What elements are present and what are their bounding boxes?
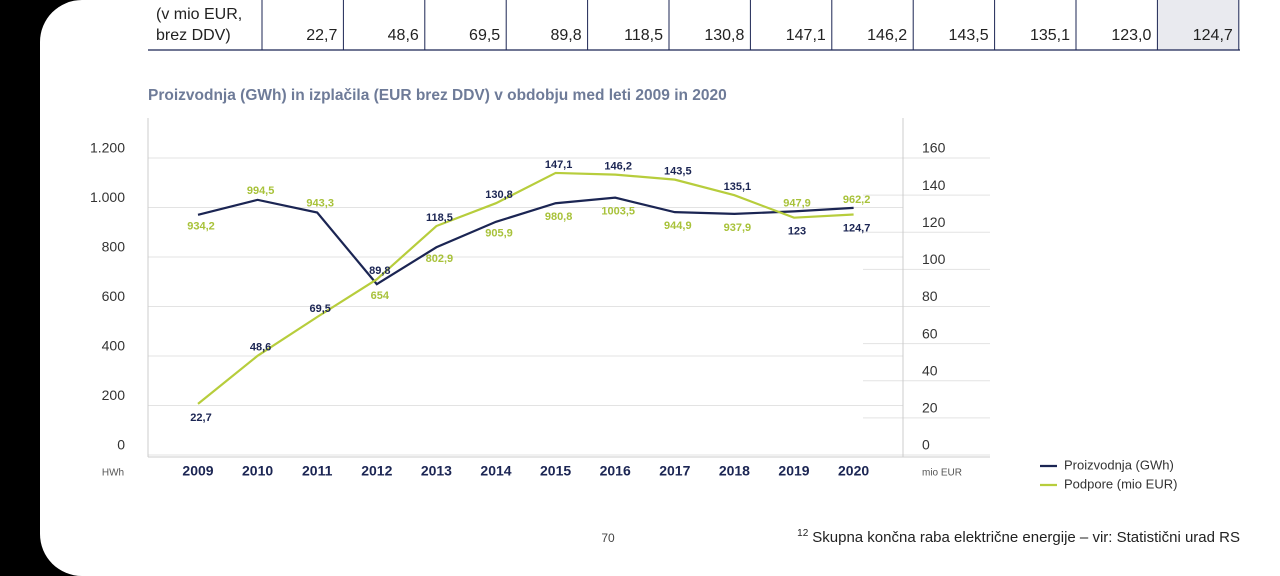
- legend-label: Podpore (mio EUR): [1064, 476, 1177, 491]
- page-number: 70: [601, 531, 615, 545]
- data-label: 22,7: [190, 412, 211, 424]
- chart-title: Proizvodnja (GWh) in izplačila (EUR brez…: [148, 87, 727, 104]
- y-unit: HWh: [102, 468, 124, 479]
- x-tick-label: 2013: [421, 463, 452, 479]
- table-cell: 118,5: [624, 27, 663, 44]
- x-tick-label: 2010: [242, 463, 273, 479]
- x-tick-label: 2019: [778, 463, 809, 479]
- row-label: brez DDV): [156, 27, 231, 44]
- y-tick-label: 400: [102, 338, 126, 354]
- data-label: 146,2: [604, 161, 632, 173]
- data-label: 947,9: [783, 197, 811, 209]
- data-label: 980,8: [545, 211, 573, 223]
- table-cell: 48,6: [388, 27, 419, 44]
- table-cell: 22,7: [306, 27, 337, 44]
- legend-label: Proizvodnja (GWh): [1064, 457, 1174, 472]
- table-cell: 147,1: [786, 27, 826, 44]
- data-line: [197, 171, 854, 405]
- x-tick-label: 2020: [838, 463, 869, 479]
- y2-tick-label: 20: [922, 400, 938, 416]
- table-cell: 69,5: [469, 27, 500, 44]
- table-cell: 123,0: [1111, 27, 1151, 44]
- y2-tick-label: 80: [922, 288, 938, 304]
- data-label: 962,2: [843, 194, 871, 206]
- data-label: 123: [788, 226, 806, 238]
- data-label: 905,9: [485, 228, 513, 240]
- data-label: 89,8: [369, 265, 390, 277]
- data-label: 147,1: [545, 159, 573, 171]
- x-tick-label: 2015: [540, 463, 571, 479]
- footnote-text: Skupna končna raba električne energije –…: [812, 529, 1240, 546]
- data-label: 124,7: [843, 222, 871, 234]
- y2-tick-label: 140: [922, 177, 946, 193]
- y-tick-label: 1.000: [90, 189, 125, 205]
- footnote-marker: 12: [797, 528, 809, 539]
- data-label: 118,5: [426, 212, 453, 224]
- y-tick-label: 1.200: [90, 140, 125, 156]
- document-page: [40, 0, 1280, 576]
- data-label: 48,6: [250, 342, 271, 354]
- y2-tick-label: 0: [922, 437, 930, 453]
- table-cell: 130,8: [704, 27, 744, 44]
- data-label: 944,9: [664, 220, 692, 232]
- data-label: 135,1: [724, 181, 752, 193]
- table-cell: 143,5: [949, 27, 989, 44]
- table-cell: 89,8: [550, 27, 581, 44]
- data-label: 1003,5: [601, 206, 635, 218]
- y-tick-label: 0: [117, 437, 125, 453]
- data-label: 994,5: [247, 185, 275, 197]
- y-tick-label: 600: [102, 288, 126, 304]
- highlight-cell: [1157, 0, 1239, 50]
- x-tick-label: 2014: [480, 463, 511, 479]
- x-tick-label: 2012: [361, 463, 392, 479]
- y2-tick-label: 60: [922, 325, 938, 341]
- data-label: 143,5: [664, 166, 692, 178]
- table-cell: 135,1: [1030, 27, 1070, 44]
- data-label: 69,5: [309, 303, 330, 315]
- y2-tick-label: 160: [922, 140, 946, 156]
- y-tick-label: 200: [102, 387, 126, 403]
- y2-unit: mio EUR: [922, 468, 962, 479]
- x-tick-label: 2009: [182, 463, 213, 479]
- footnote: 12 Skupna končna raba električne energije…: [797, 528, 1240, 546]
- y2-tick-label: 40: [922, 362, 938, 378]
- x-tick-label: 2011: [302, 463, 333, 479]
- table-cell: 124,7: [1193, 27, 1233, 44]
- data-label: 937,9: [724, 222, 752, 234]
- data-line: [197, 196, 854, 286]
- y-tick-label: 800: [102, 239, 126, 255]
- row-label: (v mio EUR,: [156, 6, 242, 23]
- data-label: 943,3: [306, 197, 334, 209]
- data-label: 654: [371, 290, 390, 302]
- y2-tick-label: 120: [922, 214, 946, 230]
- x-tick-label: 2016: [600, 463, 631, 479]
- data-label: 934,2: [187, 221, 215, 233]
- data-label: 802,9: [426, 253, 454, 265]
- y2-tick-label: 100: [922, 251, 946, 267]
- x-tick-label: 2018: [719, 463, 750, 479]
- data-label: 130,8: [485, 189, 513, 201]
- table-cell: 146,2: [867, 27, 907, 44]
- x-tick-label: 2017: [659, 463, 690, 479]
